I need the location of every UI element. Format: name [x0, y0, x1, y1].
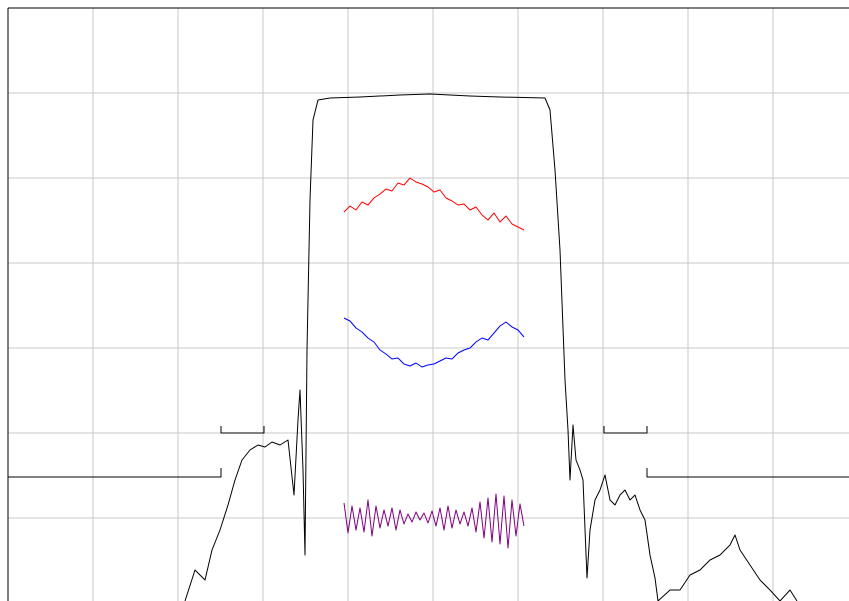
trace-line — [343, 493, 525, 549]
frame — [7, 7, 849, 601]
trace-line — [8, 426, 849, 478]
grid — [7, 7, 849, 601]
trace-line — [343, 317, 525, 368]
trace-line — [184, 93, 798, 601]
trace-line — [343, 177, 525, 231]
traces — [8, 93, 849, 601]
